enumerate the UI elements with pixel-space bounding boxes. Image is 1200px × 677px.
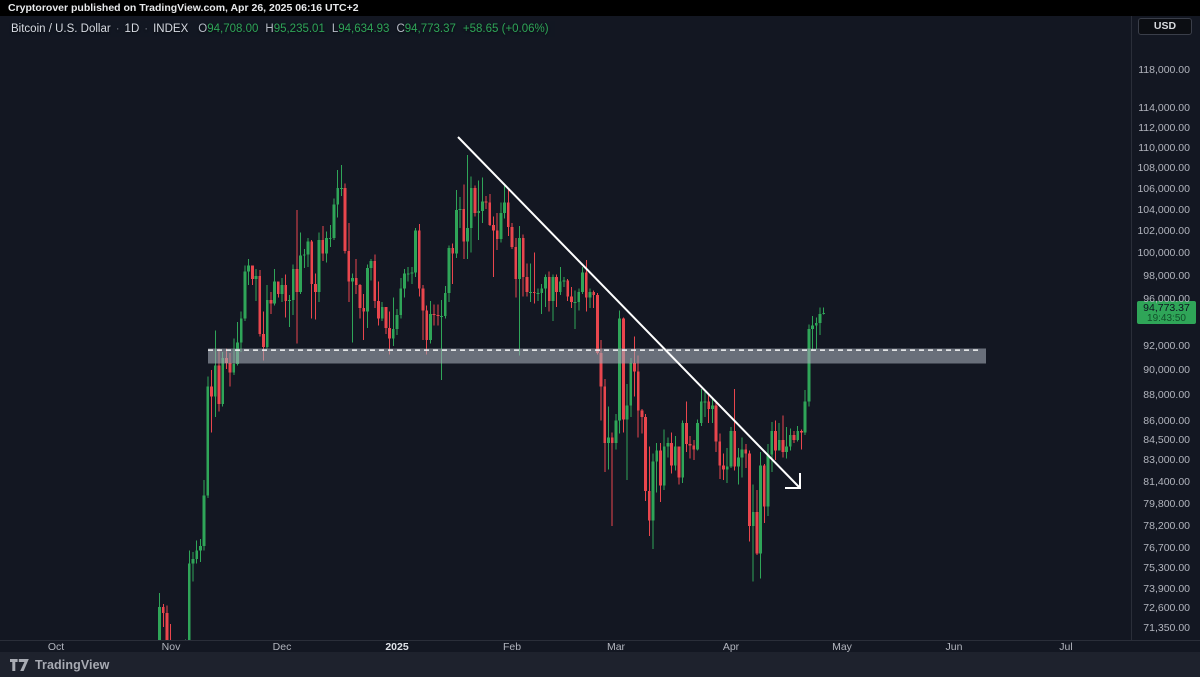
price-axis-tick: 118,000.00: [1138, 63, 1190, 76]
close-value: 94,773.37: [404, 23, 456, 35]
price-axis-tick: 71,350.00: [1143, 621, 1190, 634]
time-axis-tick: Oct: [47, 641, 65, 653]
low-label: L: [331, 23, 339, 35]
price-axis-tick: 98,000.00: [1143, 269, 1190, 282]
high-value: 95,235.01: [273, 23, 325, 35]
price-axis-tick: 114,000.00: [1138, 102, 1190, 115]
symbol-title[interactable]: Bitcoin / U.S. Dollar: [11, 23, 111, 35]
legend-separator: ·: [144, 23, 149, 35]
time-axis-tick: Nov: [161, 641, 181, 653]
price-axis-tick: 76,700.00: [1143, 541, 1190, 554]
time-axis-tick: Dec: [272, 641, 292, 653]
chart-canvas[interactable]: [0, 16, 1131, 640]
time-axis-tick: Mar: [606, 641, 626, 653]
axis-separator: [1131, 16, 1132, 652]
time-axis-tick: Feb: [502, 641, 522, 653]
price-axis-tick: 81,400.00: [1143, 475, 1190, 488]
price-axis-tick: 86,000.00: [1143, 414, 1190, 427]
chart-area: Bitcoin / U.S. Dollar · 1D · INDEX O94,708.00…: [0, 16, 1200, 652]
price-axis-tick: 108,000.00: [1137, 162, 1190, 175]
price-axis-tick: 84,500.00: [1143, 434, 1190, 447]
interval-label[interactable]: 1D: [124, 23, 140, 35]
time-axis-tick: 2025: [385, 641, 409, 653]
tradingview-logo[interactable]: TradingView: [10, 658, 110, 672]
price-axis-tick: 88,000.00: [1143, 389, 1190, 402]
bar-countdown: 19:43:50: [1147, 313, 1186, 325]
time-axis-tick: Jun: [945, 641, 963, 653]
price-axis-tick: 83,000.00: [1143, 453, 1190, 466]
price-axis-tick: 79,800.00: [1143, 497, 1190, 510]
price-axis-tick: 72,600.00: [1143, 602, 1190, 615]
time-axis-tick: May: [832, 641, 852, 653]
low-value: 94,634.93: [338, 23, 390, 35]
attribution-bar: Cryptorover published on TradingView.com…: [0, 0, 1200, 16]
ohlc-values: O94,708.00 H95,235.01 L94,634.93 C94,773.37…: [198, 23, 548, 35]
price-axis-tick: 90,000.00: [1143, 364, 1190, 377]
price-axis-tick: 75,300.00: [1143, 561, 1190, 574]
exchange-label: INDEX: [153, 23, 189, 35]
price-axis-tick: 100,000.00: [1137, 247, 1190, 260]
price-axis-tick: 112,000.00: [1138, 121, 1190, 134]
currency-toggle-button[interactable]: USD: [1138, 18, 1192, 35]
legend-separator: ·: [115, 23, 120, 35]
price-axis-tick: 73,900.00: [1143, 582, 1190, 595]
footer-bar: TradingView: [0, 652, 1200, 677]
price-axis[interactable]: 94,773.37 19:43:50 118,000.00 114,000.00 1…: [1132, 16, 1200, 640]
price-axis-tick: 110,000.00: [1138, 141, 1190, 154]
time-axis-tick: Apr: [722, 641, 740, 653]
tradingview-logo-icon: [10, 658, 29, 671]
change-value: +58.65 (+0.06%): [462, 23, 549, 35]
price-axis-tick: 106,000.00: [1137, 182, 1190, 195]
price-axis-tick: 96,000.00: [1143, 292, 1190, 305]
high-label: H: [265, 23, 274, 35]
price-axis-tick: 92,000.00: [1143, 339, 1190, 352]
time-axis-tick: Jul: [1059, 641, 1073, 653]
close-label: C: [396, 23, 405, 35]
time-axis[interactable]: Oct Nov Dec 2025 Feb Mar Apr May Jun Jul: [0, 640, 1200, 652]
open-label: O: [198, 23, 208, 35]
price-axis-tick: 104,000.00: [1137, 203, 1190, 216]
symbol-legend: Bitcoin / U.S. Dollar · 1D · INDEX O94,708.00…: [9, 21, 555, 37]
attribution-text: Cryptorover published on TradingView.com…: [8, 2, 359, 14]
price-axis-tick: 78,200.00: [1143, 520, 1190, 533]
price-axis-tick: 102,000.00: [1137, 225, 1190, 238]
current-price-value: 94,773.37: [1143, 302, 1190, 315]
open-value: 94,708.00: [207, 23, 259, 35]
current-price-label: 94,773.37 19:43:50: [1137, 301, 1196, 325]
tradingview-logo-text: TradingView: [35, 657, 110, 672]
